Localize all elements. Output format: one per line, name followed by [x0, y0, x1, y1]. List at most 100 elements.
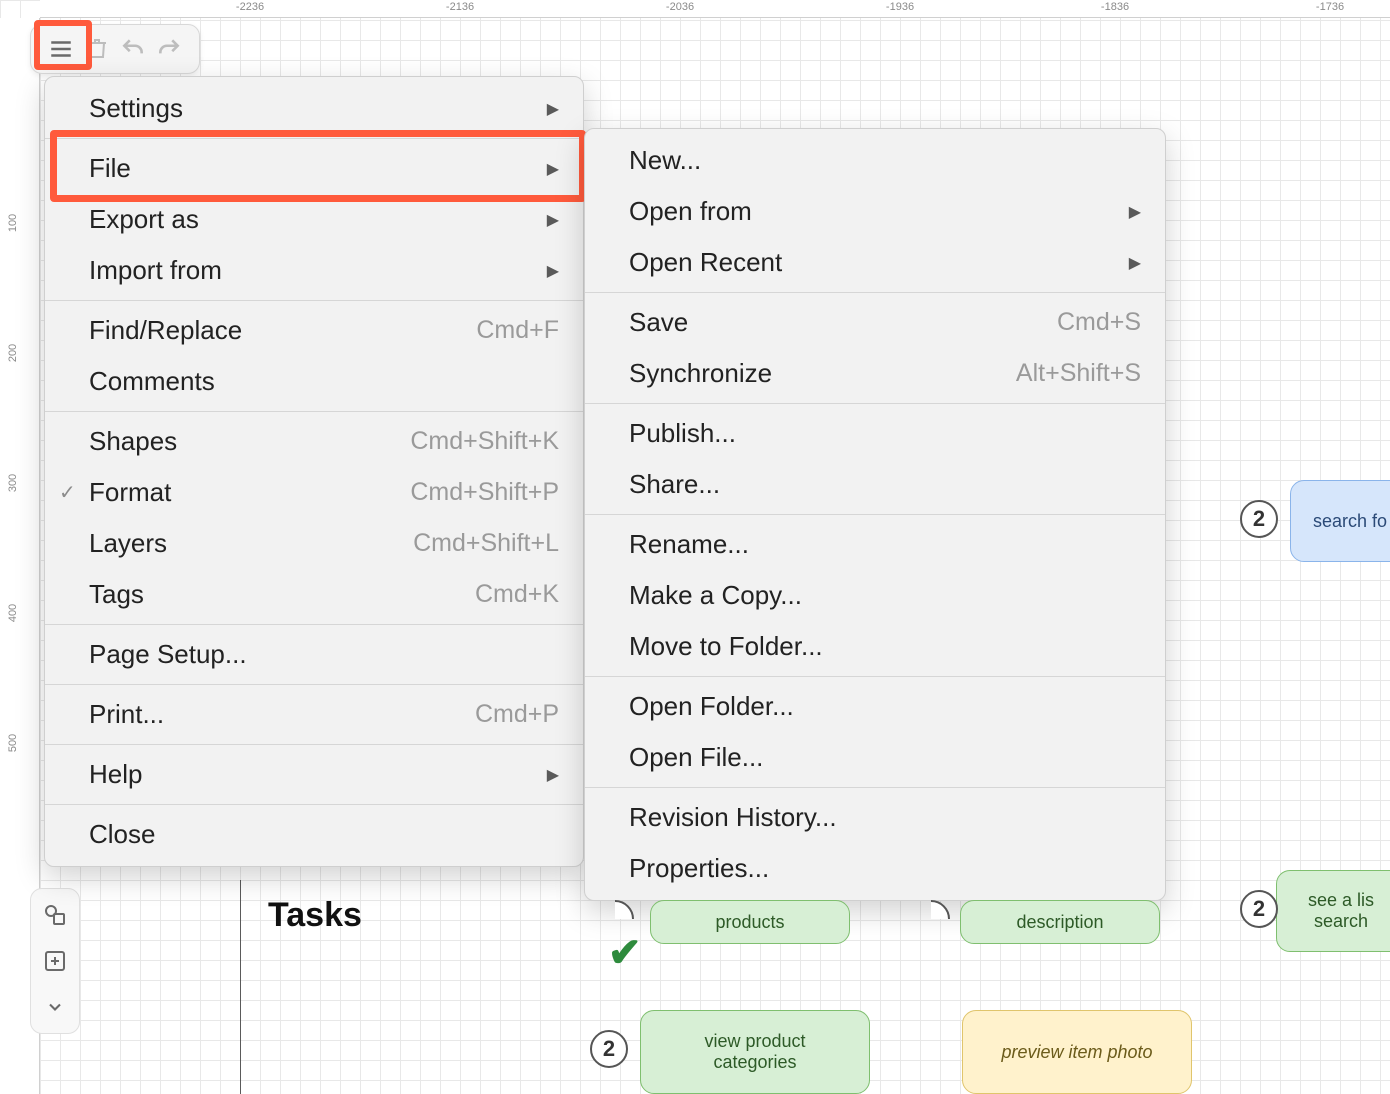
menu-item-help[interactable]: Help ▶ — [45, 749, 583, 800]
menu-item-open-from[interactable]: Open from▶ — [585, 186, 1165, 237]
menu-item-label: Open Recent — [629, 247, 782, 278]
menu-separator — [585, 676, 1165, 677]
menu-item-label: Layers — [89, 528, 167, 559]
ruler-v-tick: 100 — [7, 214, 19, 232]
menu-item-make-a-copy[interactable]: Make a Copy... — [585, 570, 1165, 621]
ruler-h-tick: -2136 — [446, 1, 474, 13]
shapes-tool-icon[interactable] — [41, 901, 69, 929]
menu-item-label: Page Setup... — [89, 639, 247, 670]
menu-separator — [45, 684, 583, 685]
ruler-h-tick: -2236 — [236, 1, 264, 13]
ruler-h-tick: -1836 — [1101, 1, 1129, 13]
chevron-right-icon: ▶ — [547, 99, 559, 119]
menu-item-open-recent[interactable]: Open Recent ▶ — [585, 237, 1165, 288]
menu-item-format[interactable]: ✓FormatCmd+Shift+P — [45, 467, 583, 518]
toolbar — [30, 24, 200, 74]
redo-icon[interactable] — [153, 33, 185, 65]
diagram-shape[interactable]: products — [650, 900, 850, 944]
menu-item-new[interactable]: New... — [585, 135, 1165, 186]
chevron-down-icon[interactable] — [41, 993, 69, 1021]
chevron-right-icon: ▶ — [547, 210, 559, 230]
menu-shortcut: Cmd+F — [476, 316, 559, 345]
ruler-h-tick: -1736 — [1316, 1, 1344, 13]
menu-item-move-to-folder[interactable]: Move to Folder... — [585, 621, 1165, 672]
menu-item-label: Save — [629, 307, 688, 338]
add-icon[interactable] — [41, 947, 69, 975]
menu-item-tags[interactable]: Tags Cmd+K — [45, 569, 583, 620]
menu-item-close[interactable]: Close — [45, 809, 583, 860]
menu-item-page-setup[interactable]: Page Setup... — [45, 629, 583, 680]
undo-icon[interactable] — [117, 33, 149, 65]
chevron-right-icon: ▶ — [547, 261, 559, 281]
ruler-h-tick: -1936 — [886, 1, 914, 13]
menu-separator — [585, 787, 1165, 788]
menu-separator — [45, 138, 583, 139]
menu-item-revision-history[interactable]: Revision History... — [585, 792, 1165, 843]
menu-item-label: Move to Folder... — [629, 631, 823, 662]
menu-item-export-as[interactable]: Export as▶ — [45, 194, 583, 245]
menu-separator — [45, 624, 583, 625]
file-submenu: New... Open from▶ Open Recent ▶ Save Cmd+S Syn… — [584, 128, 1166, 901]
ruler-v-tick: 200 — [7, 344, 19, 362]
menu-item-label: Shapes — [89, 426, 177, 457]
priority-badge: 2 — [1240, 890, 1278, 928]
menu-item-print[interactable]: Print...Cmd+P — [45, 689, 583, 740]
menu-item-shapes[interactable]: Shapes Cmd+Shift+K — [45, 416, 583, 467]
diagram-shape[interactable]: see a lis search — [1276, 870, 1390, 952]
menu-item-layers[interactable]: Layers Cmd+Shift+L — [45, 518, 583, 569]
menu-shortcut: Cmd+S — [1057, 308, 1141, 337]
ruler-v-tick: 300 — [7, 474, 19, 492]
diagram-shape[interactable]: description — [960, 900, 1160, 944]
menu-item-label: Rename... — [629, 529, 749, 560]
menu-item-find-replace[interactable]: Find/ReplaceCmd+F — [45, 305, 583, 356]
menu-item-import-from[interactable]: Import from▶ — [45, 245, 583, 296]
menu-item-file[interactable]: File ▶ — [45, 143, 583, 194]
menu-item-open-folder[interactable]: Open Folder... — [585, 681, 1165, 732]
diagram-shape[interactable]: preview item photo — [962, 1010, 1192, 1094]
menu-shortcut: Cmd+Shift+L — [413, 529, 559, 558]
menu-item-label: Tags — [89, 579, 144, 610]
menu-item-label: Open Folder... — [629, 691, 794, 722]
menu-separator — [45, 300, 583, 301]
tasks-label: Tasks — [268, 896, 362, 935]
diagram-shape[interactable]: search fo — [1290, 480, 1390, 562]
menu-item-label: File — [89, 153, 131, 184]
priority-badge: 2 — [1240, 500, 1278, 538]
menu-separator — [585, 292, 1165, 293]
menu-item-save[interactable]: Save Cmd+S — [585, 297, 1165, 348]
menu-item-synchronize[interactable]: SynchronizeAlt+Shift+S — [585, 348, 1165, 399]
chevron-right-icon: ▶ — [547, 159, 559, 179]
priority-badge: 2 — [590, 1030, 628, 1068]
menu-item-label: New... — [629, 145, 701, 176]
menu-item-publish[interactable]: Publish... — [585, 408, 1165, 459]
menu-shortcut: Cmd+Shift+P — [410, 478, 559, 507]
menu-item-properties[interactable]: Properties... — [585, 843, 1165, 894]
menu-item-label: Share... — [629, 469, 720, 500]
menu-item-comments[interactable]: Comments — [45, 356, 583, 407]
menu-item-label: Properties... — [629, 853, 769, 884]
menu-item-label: Revision History... — [629, 802, 837, 833]
chevron-right-icon: ▶ — [1129, 253, 1141, 273]
ruler-v-tick: 400 — [7, 604, 19, 622]
main-menu: Settings▶File▶Export as▶Import from▶Find… — [44, 76, 584, 867]
menu-shortcut: Cmd+Shift+K — [410, 427, 559, 456]
menu-shortcut: Cmd+K — [475, 580, 559, 609]
chevron-right-icon: ▶ — [547, 765, 559, 785]
side-toolbar — [30, 888, 80, 1034]
menu-shortcut: Cmd+P — [475, 700, 559, 729]
ruler-v-tick: 500 — [7, 734, 19, 752]
menu-separator — [45, 411, 583, 412]
hamburger-icon[interactable] — [45, 33, 77, 65]
ruler-h-tick: -2036 — [666, 1, 694, 13]
menu-separator — [45, 804, 583, 805]
menu-item-share[interactable]: Share... — [585, 459, 1165, 510]
checkmark-icon: ✔ — [608, 930, 642, 976]
menu-item-open-file[interactable]: Open File... — [585, 732, 1165, 783]
trash-icon[interactable] — [81, 33, 113, 65]
menu-item-label: Help — [89, 759, 142, 790]
diagram-shape[interactable]: view product categories — [640, 1010, 870, 1094]
menu-item-label: Format — [89, 477, 171, 508]
menu-item-settings[interactable]: Settings▶ — [45, 83, 583, 134]
menu-separator — [585, 403, 1165, 404]
menu-item-rename[interactable]: Rename... — [585, 519, 1165, 570]
